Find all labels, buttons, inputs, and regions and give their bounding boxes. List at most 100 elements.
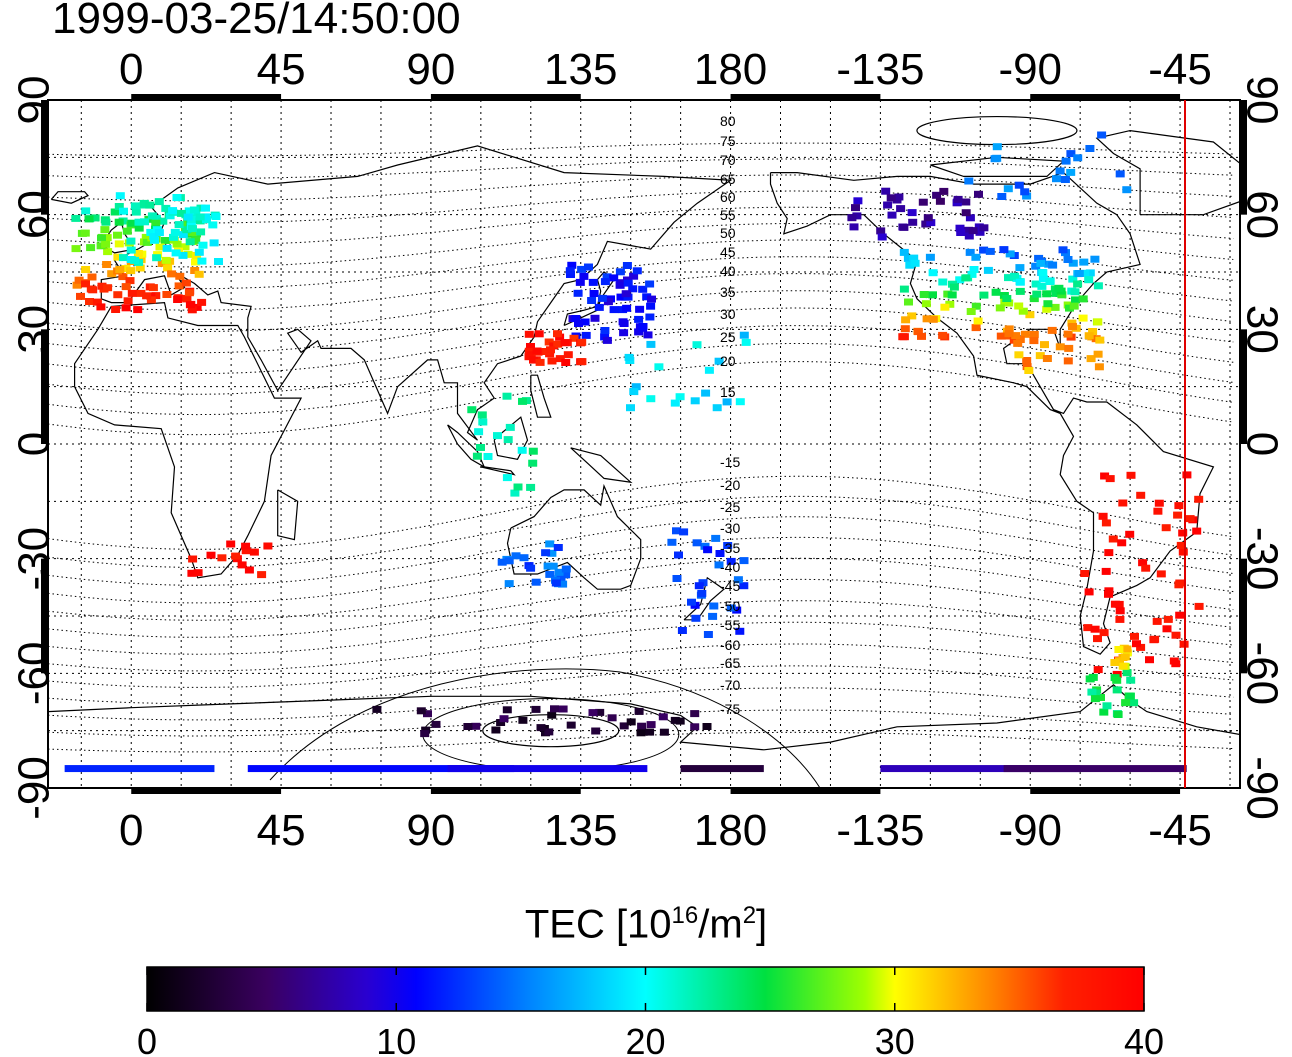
tec-cell	[558, 705, 568, 713]
tec-cell	[529, 356, 538, 364]
tec-cell	[1013, 339, 1023, 347]
tec-cell	[966, 308, 976, 315]
tec-cell	[192, 303, 202, 311]
tec-cell	[674, 551, 683, 559]
tec-cell	[550, 705, 559, 713]
tec-cell	[1066, 168, 1076, 176]
tec-cell	[967, 270, 977, 278]
tec-cell	[905, 261, 915, 269]
tec-cell	[85, 298, 94, 305]
right-lat-tick: 0	[1238, 432, 1287, 456]
tec-cell	[196, 228, 206, 236]
tec-cell	[1136, 643, 1146, 651]
tec-cell	[983, 266, 993, 274]
tec-cell	[416, 707, 426, 715]
tec-cell	[209, 239, 219, 247]
tec-cell	[590, 314, 600, 322]
tec-cell	[114, 218, 124, 226]
tec-cell	[80, 229, 90, 237]
tec-cell	[1138, 559, 1148, 567]
tec-cell	[1126, 471, 1136, 479]
tec-cell	[646, 340, 656, 348]
bottom-lon-tick: -90	[998, 806, 1062, 855]
contour-label: -55	[720, 617, 740, 633]
tec-cell	[263, 542, 273, 550]
tec-cell	[1156, 570, 1166, 578]
tec-cell	[715, 550, 725, 557]
tec-cell	[1004, 274, 1013, 282]
tec-cell	[1141, 564, 1151, 572]
tec-cell	[1003, 185, 1013, 193]
tec-cell	[1110, 600, 1120, 608]
tec-cell	[126, 237, 136, 245]
tec-cell	[97, 234, 106, 242]
tec-cell	[524, 347, 534, 355]
tec-cell	[1153, 507, 1163, 515]
tec-cell	[121, 304, 131, 312]
tec-cell	[577, 338, 587, 346]
tec-cell	[1182, 471, 1192, 479]
map-title: 1999-03-25/14:50:00	[52, 0, 461, 43]
tec-cell	[566, 721, 576, 729]
tec-cell	[1024, 367, 1034, 374]
tec-cell	[901, 316, 911, 324]
tec-cell	[161, 204, 171, 212]
tec-cell	[1004, 330, 1014, 338]
tec-cell	[735, 627, 745, 635]
tec-cell	[1108, 535, 1118, 543]
tec-cell	[121, 265, 131, 272]
tec-cell	[174, 221, 184, 229]
tec-cell	[645, 280, 655, 288]
tec-cell	[600, 278, 610, 286]
tec-cell	[188, 225, 197, 233]
tec-cell	[646, 721, 656, 729]
tec-cell	[1071, 296, 1080, 304]
tec-cell	[526, 564, 536, 572]
left-lat-tick: 0	[10, 432, 59, 456]
tec-cell	[1118, 662, 1128, 670]
tec-cell	[496, 719, 506, 726]
tec-cell	[145, 201, 155, 209]
tec-cell	[712, 404, 722, 412]
tec-cell	[645, 313, 655, 321]
top-longitude-ticks: 0 45 90 135 180 -135 -90 -45	[119, 45, 1212, 94]
tec-cell	[1031, 262, 1041, 270]
top-lon-tick: 135	[544, 45, 617, 94]
tec-cell	[249, 548, 259, 556]
tec-cell	[1050, 303, 1060, 311]
tec-cell	[1093, 282, 1103, 290]
tec-cell	[741, 338, 751, 346]
tec-cell	[961, 198, 971, 206]
tec-cell	[554, 568, 564, 576]
tec-cell	[241, 542, 251, 550]
contour-label: -40	[720, 559, 740, 575]
frame-bar-top	[430, 94, 581, 100]
colorbar-title: TEC [1016/m2]	[524, 902, 768, 947]
tec-cell	[629, 388, 639, 396]
tec-cell	[566, 271, 575, 278]
tec-cell	[191, 258, 200, 266]
tec-cell	[985, 247, 995, 255]
tec-cell	[76, 292, 85, 300]
tec-cell	[553, 340, 563, 348]
tec-cell	[150, 236, 159, 244]
frame-bar-right	[1240, 100, 1247, 215]
tec-cell	[102, 234, 112, 242]
left-lat-tick: 30	[10, 305, 59, 354]
tec-cell	[198, 241, 208, 249]
tec-cell	[1052, 175, 1061, 183]
tec-cell	[1152, 617, 1162, 625]
tec-cell	[167, 270, 177, 278]
tec-cell	[565, 267, 575, 275]
tec-cell	[645, 728, 655, 736]
tec-cell	[188, 555, 198, 563]
bottom-lon-tick: 90	[406, 806, 455, 855]
tec-cell	[619, 722, 629, 730]
tec-cell	[103, 248, 113, 256]
tec-cell	[1101, 567, 1111, 575]
tec-cell	[147, 212, 157, 220]
tec-cell	[1063, 256, 1073, 263]
tec-cell	[74, 276, 84, 284]
tec-cell	[187, 569, 197, 577]
tec-cell	[619, 329, 629, 337]
